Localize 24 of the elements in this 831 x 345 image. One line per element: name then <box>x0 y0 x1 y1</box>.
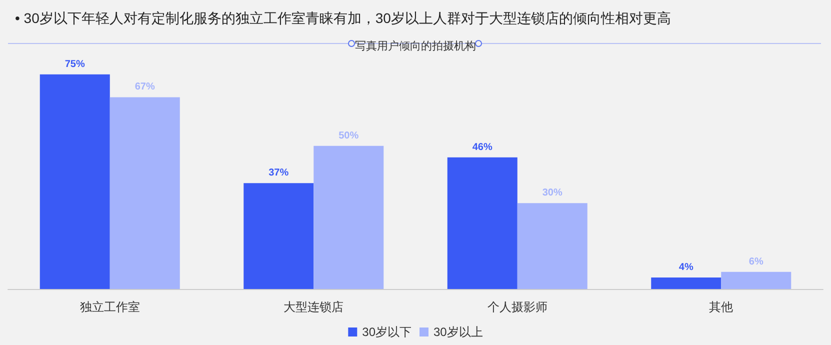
x-tick-label: 个人摄影师 <box>487 300 548 314</box>
data-label: 46% <box>472 142 492 153</box>
x-tick-label: 大型连锁店 <box>284 300 344 314</box>
bar <box>517 203 588 289</box>
data-label: 37% <box>268 168 289 179</box>
chart-title: • 30岁以下年轻人对有定制化服务的独立工作室青睐有加，30岁以上人群对于大型连锁店的倾向性相对更高 <box>15 10 671 26</box>
data-label: 50% <box>338 130 359 142</box>
bar <box>110 97 180 289</box>
data-label: 75% <box>64 58 85 70</box>
bar <box>40 74 110 289</box>
data-label: 6% <box>748 256 764 268</box>
bar <box>314 146 384 289</box>
bar <box>244 183 314 289</box>
bar <box>721 272 792 289</box>
x-tick-label: 独立工作室 <box>80 300 140 314</box>
bar <box>651 278 722 289</box>
data-label: 30% <box>542 188 562 199</box>
data-label: 4% <box>678 262 694 274</box>
legend-label: 30岁以下 <box>362 325 412 339</box>
x-tick-label: 其他 <box>709 300 734 314</box>
legend-label: 30岁以上 <box>434 325 483 339</box>
data-label: 67% <box>134 82 155 93</box>
bar <box>447 157 518 289</box>
chart-subtitle: 写真用户倾向的拍摄机构 <box>355 40 476 52</box>
